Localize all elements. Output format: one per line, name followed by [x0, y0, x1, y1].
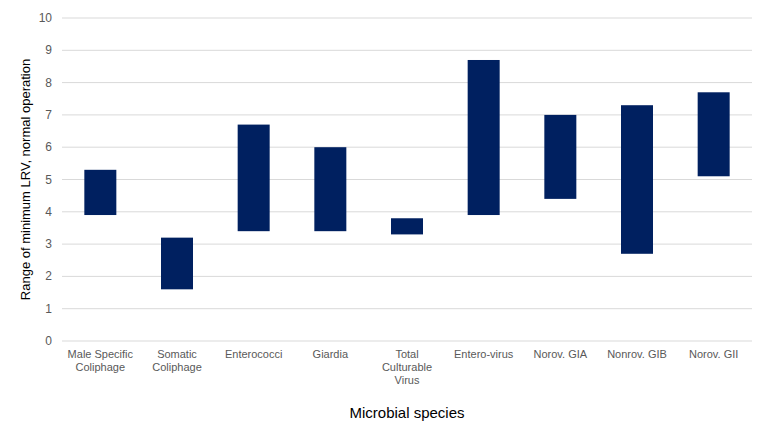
x-tick-label: Male SpecificColiphage	[68, 348, 134, 373]
y-tick-label: 9	[45, 43, 52, 57]
x-tick-label: Norov. GIA	[534, 348, 588, 360]
label-line: Male Specific	[68, 348, 134, 360]
range-bar	[84, 170, 116, 215]
y-tick-label: 5	[45, 173, 52, 187]
y-tick-label: 3	[45, 237, 52, 251]
y-tick-label: 6	[45, 140, 52, 154]
range-bar	[238, 125, 270, 232]
label-line: Culturable	[382, 361, 432, 373]
x-tick-label: Enterococci	[225, 348, 282, 360]
range-bar	[391, 218, 423, 234]
range-bar	[621, 105, 653, 254]
y-tick-label: 2	[45, 269, 52, 283]
x-tick-label: Entero-virus	[454, 348, 514, 360]
range-bar	[161, 238, 193, 290]
x-tick-label: Nonrov. GIB	[607, 348, 667, 360]
y-tick-label: 0	[45, 334, 52, 348]
y-tick-label: 10	[39, 11, 53, 25]
bars	[84, 60, 729, 289]
label-line: Total	[395, 348, 418, 360]
grid-line	[62, 82, 752, 83]
y-tick-label: 8	[45, 76, 52, 90]
range-bar	[314, 147, 346, 231]
label-line: Virus	[395, 374, 420, 386]
x-tick-label: TotalCulturableVirus	[382, 348, 432, 386]
label-line: Giardia	[313, 348, 349, 360]
chart: 012345678910Male SpecificColiphageSomati…	[0, 0, 768, 432]
y-axis-title: Range of minimum LRV, normal operation	[18, 59, 33, 300]
grid-line	[62, 341, 752, 342]
x-axis-title: Microbial species	[349, 404, 464, 421]
x-tick-label: Norov. GII	[689, 348, 738, 360]
label-line: Norov. GIA	[534, 348, 588, 360]
range-bar	[698, 92, 730, 176]
x-tick-label: Giardia	[313, 348, 349, 360]
y-tick-label: 4	[45, 205, 52, 219]
label-line: Nonrov. GIB	[607, 348, 667, 360]
y-tick-label: 1	[45, 302, 52, 316]
label-line: Somatic	[157, 348, 197, 360]
grid	[62, 18, 752, 341]
grid-line	[62, 50, 752, 51]
x-tick-label: SomaticColiphage	[152, 348, 202, 373]
label-line: Entero-virus	[454, 348, 514, 360]
range-bar	[544, 115, 576, 199]
y-tick-label: 7	[45, 108, 52, 122]
grid-line	[62, 18, 752, 19]
label-line: Norov. GII	[689, 348, 738, 360]
range-bar	[468, 60, 500, 215]
label-line: Coliphage	[76, 361, 126, 373]
label-line: Coliphage	[152, 361, 202, 373]
label-line: Enterococci	[225, 348, 282, 360]
grid-line	[62, 308, 752, 309]
